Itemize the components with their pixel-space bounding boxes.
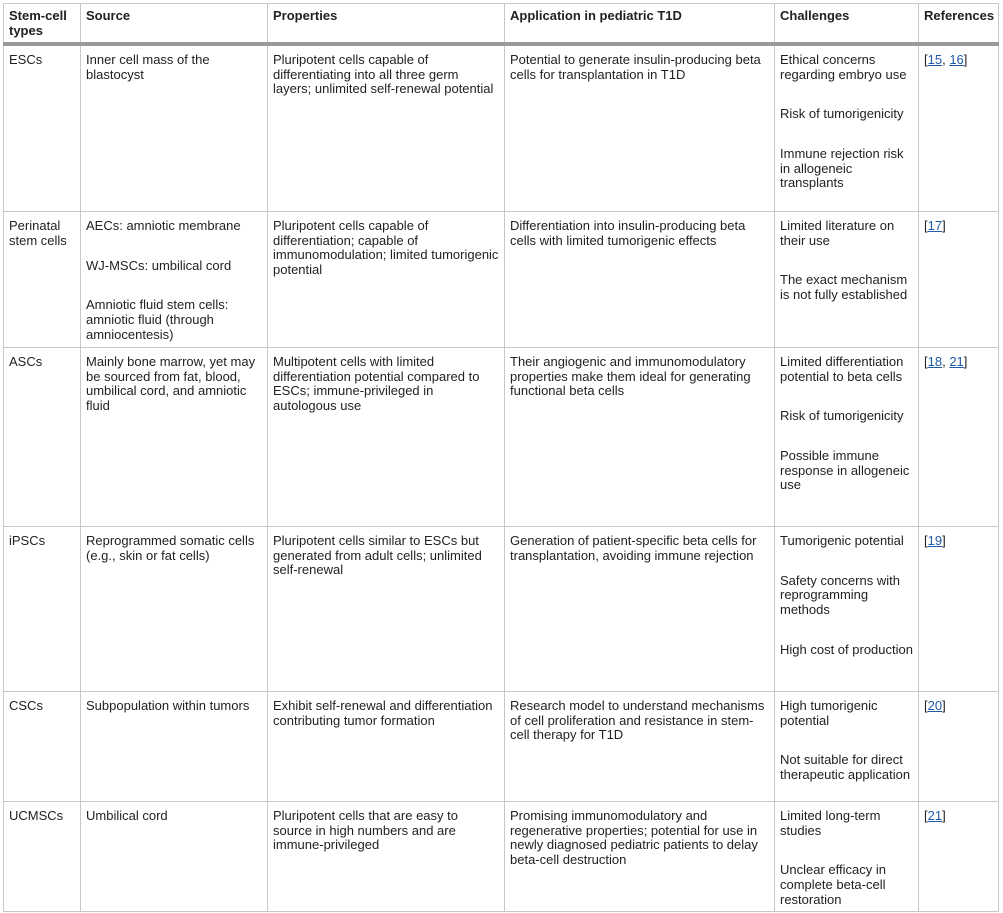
- reference-punctuation: [: [924, 52, 928, 68]
- cell-properties: Multipotent cells with limited different…: [267, 347, 505, 528]
- cell-properties: Pluripotent cells that are easy to sourc…: [267, 801, 505, 913]
- cell-challenges-item: Limited differentiation potential to bet…: [780, 354, 904, 384]
- cell-challenges-item: Limited literature on their use: [780, 218, 895, 248]
- cell-source-item: Umbilical cord: [86, 808, 168, 824]
- cell-source: AECs: amniotic membrane WJ-MSCs: umbilica…: [80, 211, 268, 349]
- cell-source-item: Inner cell mass of the blastocyst: [86, 52, 210, 82]
- cell-challenges-item: Tumorigenic potential: [780, 533, 904, 549]
- cell-challenges: Limited differentiation potential to bet…: [774, 347, 919, 528]
- reference-link[interactable]: 19: [927, 533, 943, 549]
- cell-challenges-item: High cost of production: [780, 641, 913, 657]
- cell-challenges-item: Risk of tumorigenicity: [780, 408, 904, 424]
- cell-source-item: Subpopulation within tumors: [86, 698, 250, 714]
- cell-application: Potential to generate insulin-producing …: [504, 43, 775, 213]
- reference-punctuation: [: [924, 218, 928, 234]
- cell-source-item: Reprogrammed somatic cells (e.g., skin o…: [86, 533, 255, 563]
- column-header: Properties: [267, 3, 505, 47]
- cell-type: UCMSCs: [3, 801, 81, 913]
- cell-challenges-item: High tumorigenic potential: [780, 698, 878, 728]
- reference-punctuation: ]: [963, 52, 968, 68]
- reference-link[interactable]: 20: [927, 698, 943, 714]
- reference-link[interactable]: 18: [927, 354, 943, 370]
- reference-link[interactable]: 21: [927, 808, 943, 824]
- cell-properties: Exhibit self-renewal and differentiation…: [267, 691, 505, 803]
- cell-challenges-item: Possible immune response in allogeneic u…: [780, 447, 910, 493]
- reference-punctuation: [: [924, 533, 928, 549]
- reference-punctuation: ]: [942, 698, 946, 714]
- cell-challenges: Tumorigenic potential Safety concerns wit…: [774, 526, 919, 693]
- cell-challenges: Ethical concerns regarding embryo use Ris…: [774, 43, 919, 213]
- table-row: iPSCs Reprogrammed somatic cells (e.g., s…: [3, 526, 999, 693]
- cell-source: Inner cell mass of the blastocyst: [80, 43, 268, 213]
- cell-challenges-item: Immune rejection risk in allogeneic tran…: [780, 145, 904, 191]
- reference-punctuation: ]: [963, 354, 968, 370]
- cell-application: Generation of patient-specific beta cell…: [504, 526, 775, 693]
- cell-source: Subpopulation within tumors: [80, 691, 268, 803]
- reference-punctuation: ]: [942, 218, 946, 234]
- column-header: Source: [80, 3, 268, 47]
- column-header: Application in pediatric T1D: [504, 3, 775, 47]
- reference-punctuation: [: [924, 808, 928, 824]
- reference-punctuation: ]: [942, 533, 946, 549]
- reference-punctuation: ,: [942, 354, 950, 370]
- cell-references: [19]: [918, 526, 999, 693]
- cell-application: Their angiogenic and immunomodulatory pr…: [504, 347, 775, 528]
- cell-type: ESCs: [3, 43, 81, 213]
- cell-application: Differentiation into insulin-producing b…: [504, 211, 775, 349]
- cell-challenges: Limited literature on their use The exact…: [774, 211, 919, 349]
- table-body: ESCs Inner cell mass of the blastocyst Plu…: [3, 43, 999, 913]
- table-row: ESCs Inner cell mass of the blastocyst Plu…: [3, 43, 999, 213]
- cell-application: Research model to understand mechanisms …: [504, 691, 775, 803]
- cell-source-item: AECs: amniotic membrane: [86, 218, 241, 234]
- cell-source-item: Mainly bone marrow, yet may be sourced f…: [86, 354, 256, 413]
- cell-references: [17]: [918, 211, 999, 349]
- cell-type: CSCs: [3, 691, 81, 803]
- reference-link[interactable]: 21: [949, 354, 964, 370]
- cell-challenges-item: Limited long-term studies: [780, 808, 881, 838]
- cell-references: [20]: [918, 691, 999, 803]
- reference-link[interactable]: 15: [927, 52, 943, 68]
- header-row: Stem-cell types Source Properties Applicati…: [3, 3, 999, 47]
- cell-properties: Pluripotent cells capable of differentia…: [267, 43, 505, 213]
- cell-challenges-item: The exact mechanism is not fully establi…: [780, 272, 908, 302]
- cell-challenges: Limited long-term studies Unclear efficac…: [774, 801, 919, 913]
- table-row: ASCs Mainly bone marrow, yet may be sourc…: [3, 347, 999, 528]
- reference-punctuation: [: [924, 354, 928, 370]
- reference-link[interactable]: 17: [927, 218, 943, 234]
- cell-challenges-item: Unclear efficacy in complete beta-cell r…: [780, 862, 886, 907]
- cell-properties: Pluripotent cells capable of differentia…: [267, 211, 505, 349]
- cell-references: [21]: [918, 801, 999, 913]
- column-header: References: [918, 3, 999, 47]
- cell-challenges-item: Safety concerns with reprogramming metho…: [780, 572, 900, 617]
- table-row: CSCs Subpopulation within tumors Exhibit s…: [3, 691, 999, 803]
- cell-challenges: High tumorigenic potential Not suitable f…: [774, 691, 919, 803]
- cell-references: [15, 16]: [918, 43, 999, 213]
- reference-link[interactable]: 16: [949, 52, 964, 68]
- cell-type: iPSCs: [3, 526, 81, 693]
- cell-challenges-item: Ethical concerns regarding embryo use: [780, 52, 907, 82]
- cell-source: Reprogrammed somatic cells (e.g., skin o…: [80, 526, 268, 693]
- reference-punctuation: [: [924, 698, 928, 714]
- column-header: Challenges: [774, 3, 919, 47]
- cell-challenges-item: Not suitable for direct therapeutic appl…: [780, 752, 911, 782]
- cell-source: Mainly bone marrow, yet may be sourced f…: [80, 347, 268, 528]
- cell-source-item: Amniotic fluid stem cells: amniotic flui…: [86, 297, 229, 342]
- cell-source: Umbilical cord: [80, 801, 268, 913]
- table-row: Perinatal stem cells AECs: amniotic membr…: [3, 211, 999, 349]
- table-row: UCMSCs Umbilical cord Pluripotent cells th…: [3, 801, 999, 913]
- cell-source-item: WJ-MSCs: umbilical cord: [86, 257, 232, 273]
- column-header: Stem-cell types: [3, 3, 81, 47]
- cell-challenges-item: Risk of tumorigenicity: [780, 106, 904, 122]
- reference-punctuation: ]: [942, 808, 946, 824]
- cell-references: [18, 21]: [918, 347, 999, 528]
- cell-properties: Pluripotent cells similar to ESCs but ge…: [267, 526, 505, 693]
- cell-application: Promising immunomodulatory and regenerat…: [504, 801, 775, 913]
- reference-punctuation: ,: [942, 52, 950, 68]
- cell-type: ASCs: [3, 347, 81, 528]
- stem-cell-table: Stem-cell types Source Properties Applicati…: [3, 3, 999, 913]
- cell-type: Perinatal stem cells: [3, 211, 81, 349]
